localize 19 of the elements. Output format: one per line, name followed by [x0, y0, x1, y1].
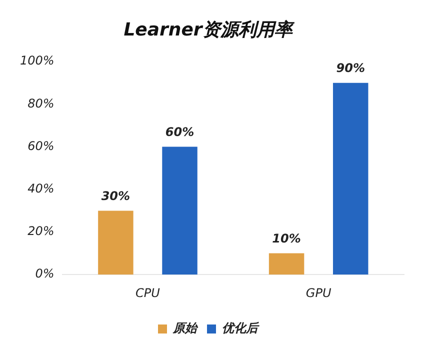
data-label: 60%	[165, 124, 194, 139]
y-tick-label: 60%	[28, 138, 54, 153]
y-tick-label: 100%	[20, 54, 54, 68]
data-label: 30%	[101, 188, 130, 203]
y-tick-label: 20%	[28, 224, 54, 238]
bar	[332, 82, 368, 275]
x-tick-label: CPU	[136, 286, 160, 300]
bar	[268, 253, 304, 275]
data-label: 90%	[336, 61, 365, 76]
bar	[162, 146, 198, 275]
data-label: 10%	[272, 231, 301, 246]
bar	[98, 210, 134, 275]
legend-label: 优化后	[222, 321, 260, 336]
chart-title: Learner资源利用率	[124, 19, 296, 40]
legend-label: 原始	[172, 321, 199, 336]
y-tick-label: 40%	[28, 182, 54, 196]
x-tick-label: GPU	[306, 286, 332, 300]
y-tick-label: 80%	[28, 96, 54, 110]
y-tick-label: 0%	[35, 266, 54, 281]
